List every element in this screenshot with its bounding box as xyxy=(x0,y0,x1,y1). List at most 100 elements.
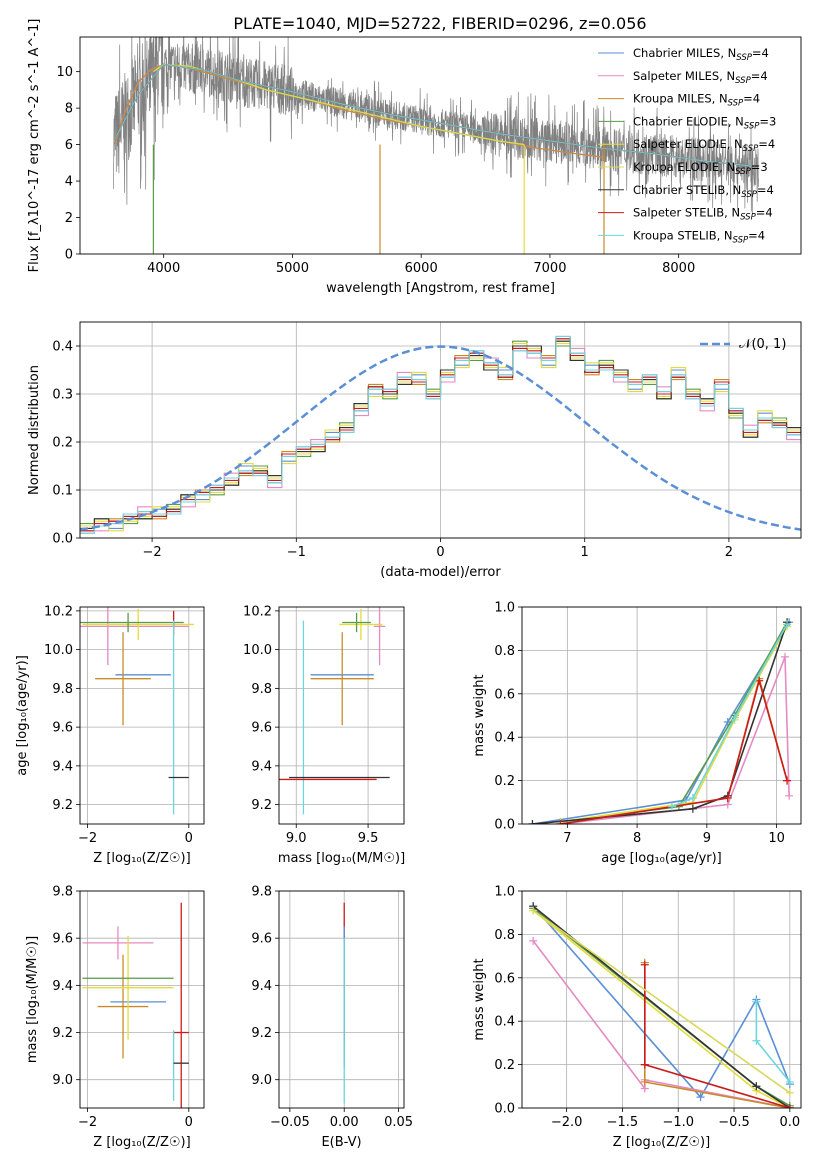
legend-entry-label: 𝒩(0, 1) xyxy=(739,337,786,352)
age-vs-mass-grid xyxy=(279,607,404,824)
weight-point-marker xyxy=(752,1036,761,1045)
x-axis-label: E(B-V) xyxy=(321,1135,361,1150)
age-vs-Z-plot-area xyxy=(80,607,194,815)
weight-point-marker xyxy=(640,960,649,969)
y-tick-label: 10.2 xyxy=(44,604,73,619)
errorbar-chabrier-elodie xyxy=(80,612,184,633)
residuals-grid xyxy=(80,322,801,539)
panel-residuals: −2 −1 0 1 2 0.0 0.1 0.2 0.3 0.4 (data-model)/error… xyxy=(27,321,802,580)
x-tick-label: 1 xyxy=(581,545,589,560)
y-tick-label: 9.2 xyxy=(52,1026,73,1041)
age-vs-mass-frame xyxy=(278,606,405,825)
residuals-plot-area xyxy=(80,335,801,534)
x-tick-label: −2.0 xyxy=(551,1115,583,1130)
y-tick-label: 0.4 xyxy=(494,731,515,746)
y-tick-label: 0 xyxy=(65,248,73,263)
mass-vs-Z-frame xyxy=(79,890,205,1109)
x-tick-label: 6000 xyxy=(405,261,438,276)
weight-point-marker xyxy=(640,1077,649,1086)
age-vs-Z-grid xyxy=(80,607,204,824)
weight-vs-age-frame xyxy=(521,606,802,825)
y-tick-label: 10.0 xyxy=(44,643,73,658)
y-axis-label: mass weight xyxy=(472,958,487,1040)
weight-vs-age-grid xyxy=(522,606,801,825)
weight-point-marker xyxy=(688,804,697,813)
x-axis-label: Z [log₁₀(Z/Z☉)] xyxy=(613,1135,710,1150)
y-tick-label: 10.0 xyxy=(243,643,272,658)
y-tick-label: 10.2 xyxy=(243,604,272,619)
y-tick-label: 0.1 xyxy=(52,484,73,499)
weight-line-salpeter-miles xyxy=(560,656,790,824)
y-axis-label: Flux [f_λ10^-17 erg cm^-2 s^-1 A^-1] xyxy=(27,19,42,273)
y-tick-label: 9.8 xyxy=(251,885,272,900)
y-tick-label: 0.6 xyxy=(494,971,515,986)
legend-entry-label: Salpeter ELODIE, NSSP=4 xyxy=(633,137,775,154)
y-axis-label: mass weight xyxy=(472,674,487,756)
x-tick-label: 8 xyxy=(633,831,641,846)
legend-entry-label: Kroupa STELIB, NSSP=4 xyxy=(633,228,765,245)
y-tick-label: 9.8 xyxy=(52,885,73,900)
legend-entry-label: Kroupa MILES, NSSP=4 xyxy=(633,92,760,109)
residual-histogram-kroupa-stelib xyxy=(80,335,801,534)
weight-point-marker xyxy=(529,936,538,945)
x-tick-label: −0.05 xyxy=(270,1115,310,1130)
spectrum-legend: Chabrier MILES, NSSP=4 Salpeter MILES, NS… xyxy=(598,46,776,245)
y-tick-label: 9.4 xyxy=(251,759,272,774)
y-tick-label: 9.0 xyxy=(52,1073,73,1088)
x-tick-label: 10 xyxy=(768,831,785,846)
figure-title: PLATE=1040, MJD=52722, FIBERID=0296, z=0… xyxy=(233,14,646,33)
y-tick-label: 4 xyxy=(65,175,73,190)
y-tick-label: 9.0 xyxy=(251,1073,272,1088)
y-tick-label: 0.6 xyxy=(494,687,515,702)
age-vs-Z-frame xyxy=(79,606,205,825)
mass-vs-ebv-frame xyxy=(278,890,405,1109)
weight-point-marker xyxy=(528,820,537,824)
y-tick-label: 0.0 xyxy=(52,532,73,547)
x-tick-label: 0 xyxy=(185,1115,193,1130)
legend-entry-label: Chabrier MILES, NSSP=4 xyxy=(633,46,769,63)
x-tick-label: 0.00 xyxy=(330,1115,359,1130)
x-tick-label: 2 xyxy=(725,545,733,560)
x-tick-label: −2 xyxy=(78,831,97,846)
y-tick-label: 9.2 xyxy=(251,798,272,813)
spectrum-frame xyxy=(79,36,802,255)
residuals-frame xyxy=(79,321,802,539)
y-tick-label: 0.0 xyxy=(494,1102,515,1117)
y-tick-label: 1.0 xyxy=(494,601,515,616)
weight-vs-Z-frame xyxy=(521,890,802,1109)
y-tick-label: 9.4 xyxy=(52,759,73,774)
x-tick-label: 0 xyxy=(185,831,193,846)
weight-point-marker xyxy=(783,776,792,785)
y-tick-label: 9.8 xyxy=(251,682,272,697)
x-axis-label: Z [log₁₀(Z/Z☉)] xyxy=(93,851,190,866)
y-tick-label: 9.6 xyxy=(251,721,272,736)
errorbar-salpeter-elodie xyxy=(82,608,194,640)
mass-vs-Z-plot-area xyxy=(82,902,189,1108)
y-tick-label: 0.8 xyxy=(494,644,515,659)
panel-mass-vs-Z: −2 0 9.0 9.2 9.4 9.6 9.8 Z [log₁₀(Z/Z☉)] mass [l… xyxy=(25,885,205,1150)
x-tick-label: −1 xyxy=(287,545,306,560)
x-tick-label: 9 xyxy=(703,831,711,846)
weight-point-marker xyxy=(785,1088,794,1097)
y-tick-label: 9.2 xyxy=(52,798,73,813)
x-axis-label: wavelength [Angstrom, rest frame] xyxy=(326,281,555,296)
y-tick-label: 8 xyxy=(65,102,73,117)
y-tick-label: 0.2 xyxy=(494,774,515,789)
weight-point-marker xyxy=(755,676,764,685)
weight-point-marker xyxy=(667,802,676,811)
age-vs-mass-plot-area xyxy=(279,607,390,815)
y-tick-label: 0.2 xyxy=(494,1058,515,1073)
weight-point-marker xyxy=(640,1060,649,1069)
legend-entry-label: Salpeter MILES, NSSP=4 xyxy=(633,69,768,86)
weight-line-salpeter-elodie xyxy=(560,626,788,823)
x-tick-label: 9.0 xyxy=(286,831,307,846)
normal-distribution-curve xyxy=(80,345,801,531)
x-tick-label: −0.5 xyxy=(718,1115,750,1130)
y-tick-label: 0.0 xyxy=(494,818,515,833)
panel-weight-vs-age: 7 8 9 10 0.0 0.2 0.4 0.6 0.8 1.0 age [log₁₀(age/yr… xyxy=(472,601,802,866)
legend-entry-label: Salpeter STELIB, NSSP=4 xyxy=(633,206,773,223)
y-axis-label: Normed distribution xyxy=(27,365,42,495)
y-axis-label: mass [log₁₀(M/M☉)] xyxy=(25,936,40,1063)
y-tick-label: 10 xyxy=(56,65,73,80)
weight-vs-Z-plot-area xyxy=(529,902,794,1108)
